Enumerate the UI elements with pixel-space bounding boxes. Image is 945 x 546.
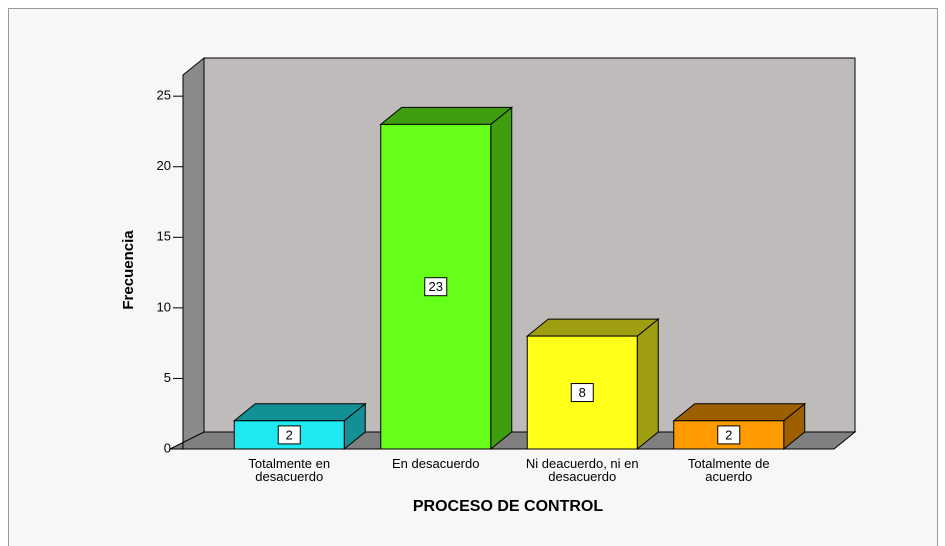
y-tick-label: 5 [164,370,171,385]
y-tick-label: 10 [157,299,171,314]
x-tick-label-box: Totalmente en desacuerdo [248,457,331,484]
x-tick-label: Totalmente de acuerdo [687,457,770,484]
x-tick-label-box: Ni deacuerdo, ni en desacuerdo [525,457,639,484]
bar-top [232,403,367,422]
y-tick-label: 15 [157,229,171,244]
y-tick-label: 0 [164,440,171,455]
x-tick-label-box: En desacuerdo [392,457,480,471]
x-tick-label: Ni deacuerdo, ni en desacuerdo [525,457,639,484]
bar-side [490,106,513,451]
bar-side [636,318,659,451]
bar [379,106,514,451]
x-tick-label: En desacuerdo [392,457,480,471]
data-label: 23 [429,279,443,294]
bar-top [672,403,807,422]
y-axis-label: Frecuencia [120,230,137,310]
data-label-box [717,425,741,445]
bar-top [379,106,514,125]
left-wall [182,56,205,451]
x-axis-label: PROCESO DE CONTROL [413,498,603,515]
x-tick-label-box: Totalmente de acuerdo [687,457,770,484]
data-label-box [570,383,594,403]
y-tick-label: 25 [157,88,171,103]
data-label: 2 [286,427,293,442]
data-label-box [424,277,448,297]
data-label: 8 [579,385,586,400]
y-tick-label: 20 [157,158,171,173]
x-tick-label: Totalmente en desacuerdo [248,457,331,484]
bar-top [525,318,660,337]
data-label: 2 [725,427,732,442]
data-label-box [277,425,301,445]
